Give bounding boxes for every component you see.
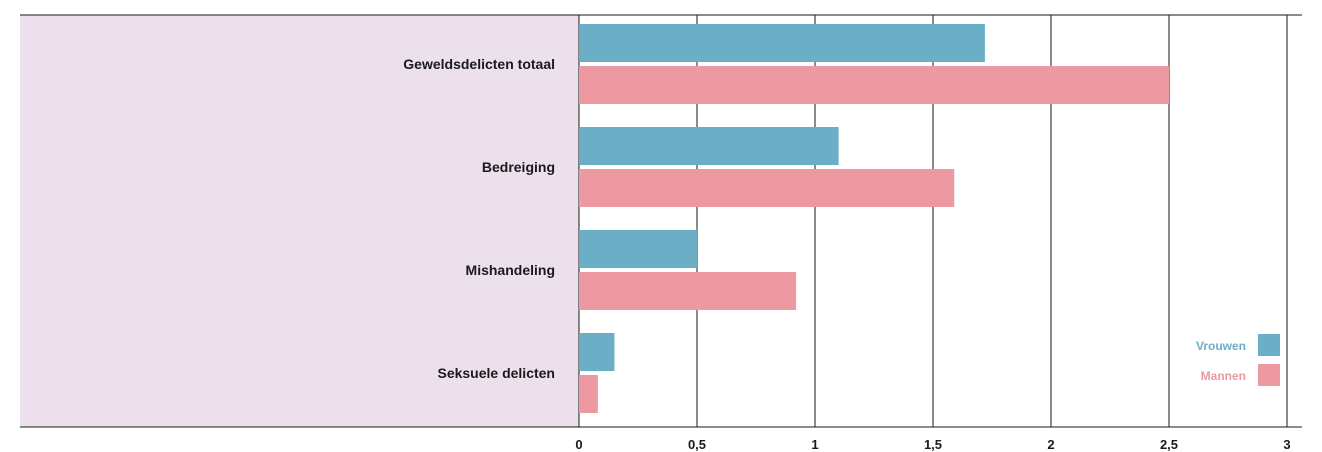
category-label: Seksuele delicten: [437, 365, 555, 381]
x-tick-label: 1,5: [924, 437, 942, 452]
category-label-panel: [20, 15, 579, 427]
x-tick-label: 0: [575, 437, 582, 452]
legend-label-mannen: Mannen: [1201, 369, 1246, 383]
legend-swatch-mannen: [1258, 364, 1280, 386]
bar-vrouwen: [579, 127, 839, 165]
category-label: Bedreiging: [482, 159, 555, 175]
bar-mannen: [579, 272, 797, 310]
bar-mannen: [579, 375, 598, 413]
x-tick-label: 2,5: [1160, 437, 1178, 452]
bar-vrouwen: [579, 24, 985, 62]
legend-label-vrouwen: Vrouwen: [1196, 339, 1246, 353]
x-tick-label: 2: [1047, 437, 1054, 452]
category-label: Mishandeling: [466, 262, 555, 278]
bar-vrouwen: [579, 230, 697, 268]
x-tick-label: 1: [811, 437, 818, 452]
category-labels: Geweldsdelicten totaal Bedreiging Mishande…: [403, 56, 555, 381]
bar-vrouwen: [579, 333, 615, 371]
bar-mannen: [579, 66, 1169, 104]
x-tick-label: 3: [1283, 437, 1290, 452]
x-axis-ticks: 0 0,5 1 1,5 2 2,5 3: [575, 437, 1290, 452]
legend: Vrouwen Mannen: [1196, 334, 1280, 386]
bar-mannen: [579, 169, 955, 207]
category-label: Geweldsdelicten totaal: [403, 56, 555, 72]
bars: [579, 24, 1169, 413]
x-tick-label: 0,5: [688, 437, 706, 452]
legend-swatch-vrouwen: [1258, 334, 1280, 356]
